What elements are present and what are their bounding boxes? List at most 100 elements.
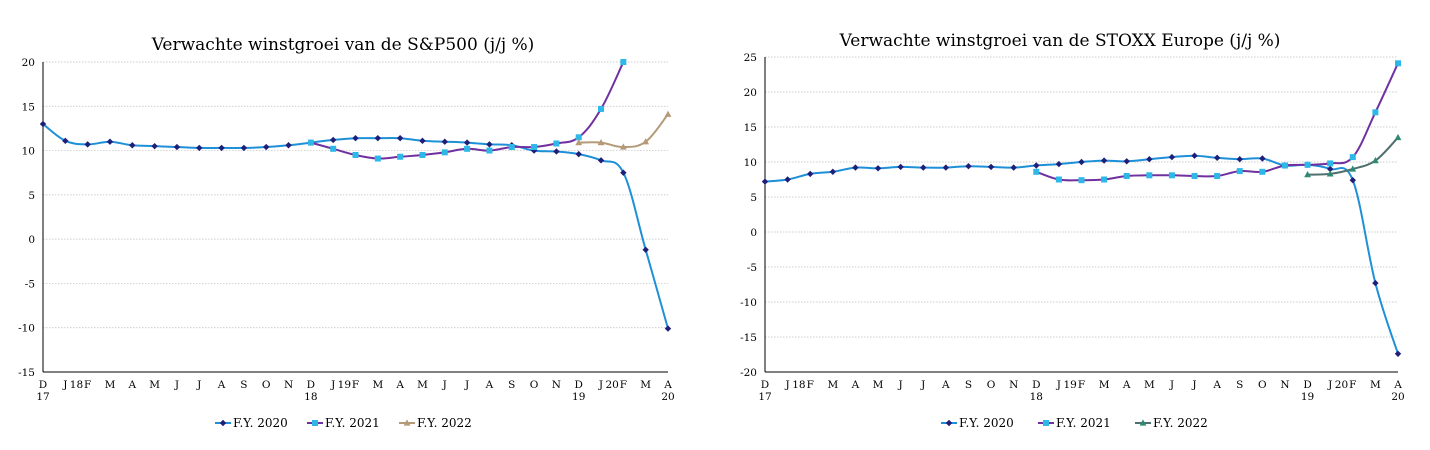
data-point bbox=[1168, 172, 1175, 179]
x-tick-label: D bbox=[575, 379, 583, 391]
data-point bbox=[1033, 162, 1040, 169]
data-point bbox=[285, 142, 292, 149]
data-point bbox=[1259, 155, 1266, 162]
legend-swatch-marker bbox=[403, 419, 411, 426]
x-tick-label: M bbox=[417, 379, 428, 391]
data-point bbox=[1394, 350, 1402, 357]
legend-item: F.Y. 2022 bbox=[399, 416, 472, 430]
legend-label: F.Y. 2020 bbox=[233, 416, 288, 430]
data-point bbox=[1349, 165, 1357, 172]
data-point bbox=[852, 164, 859, 171]
x-tick-label: S bbox=[1236, 379, 1243, 391]
data-point bbox=[106, 138, 114, 145]
data-point bbox=[1371, 157, 1379, 164]
data-point bbox=[1010, 164, 1017, 171]
y-tick-label: 10 bbox=[22, 146, 35, 158]
data-point bbox=[965, 163, 972, 170]
y-tick-label: -15 bbox=[18, 367, 35, 379]
x-tick-label: J bbox=[196, 379, 201, 391]
data-point bbox=[1101, 176, 1108, 183]
x-tick-label: F bbox=[807, 379, 814, 391]
legend-label: F.Y. 2022 bbox=[417, 416, 472, 430]
data-point bbox=[129, 142, 136, 149]
data-point bbox=[441, 138, 448, 145]
x-tick-label: N bbox=[1280, 379, 1289, 391]
x-tick-label: J bbox=[1191, 379, 1196, 391]
x-tick-label: J bbox=[330, 379, 335, 391]
data-point bbox=[307, 139, 314, 146]
x-tick-label: M bbox=[372, 379, 383, 391]
data-point bbox=[62, 137, 69, 145]
x-tick-label: J bbox=[598, 379, 603, 391]
data-point bbox=[598, 105, 605, 112]
data-point bbox=[196, 144, 203, 152]
x-tick-label: 18 bbox=[70, 379, 83, 391]
x-tick-label: D bbox=[39, 379, 47, 391]
data-point bbox=[664, 110, 672, 117]
data-point bbox=[575, 150, 582, 158]
legend-item: F.Y. 2021 bbox=[1038, 416, 1111, 430]
data-point bbox=[419, 137, 426, 145]
x-tick-label: D bbox=[1303, 379, 1311, 391]
x-tick-label: M bbox=[1144, 379, 1155, 391]
x-tick-label: A bbox=[1122, 379, 1131, 391]
x-tick-year-label: 17 bbox=[758, 391, 771, 403]
legend-item: F.Y. 2022 bbox=[1135, 416, 1208, 430]
data-point bbox=[1326, 165, 1334, 173]
x-tick-year-label: 19 bbox=[1301, 391, 1314, 403]
x-tick-year-label: 20 bbox=[1391, 391, 1404, 403]
x-tick-label: 18 bbox=[792, 379, 805, 391]
data-point bbox=[1304, 171, 1311, 178]
legend-item: F.Y. 2020 bbox=[215, 416, 288, 430]
data-point bbox=[575, 134, 582, 141]
data-point bbox=[329, 136, 337, 144]
data-point bbox=[1236, 168, 1243, 175]
legend-swatch-marker bbox=[312, 420, 318, 426]
x-tick-label: M bbox=[105, 379, 116, 391]
x-tick-label: A bbox=[941, 379, 950, 391]
data-point bbox=[1100, 157, 1108, 164]
data-point bbox=[1395, 60, 1401, 67]
x-tick-label: O bbox=[530, 379, 539, 391]
data-point bbox=[987, 163, 995, 171]
x-tick-label: O bbox=[987, 379, 996, 391]
x-tick-label: A bbox=[1393, 379, 1402, 391]
data-point bbox=[486, 147, 493, 154]
x-tick-label: M bbox=[640, 379, 651, 391]
data-point bbox=[1123, 173, 1130, 179]
x-tick-label: M bbox=[827, 379, 838, 391]
data-point bbox=[218, 144, 225, 152]
x-tick-label: J bbox=[174, 379, 179, 391]
x-tick-label: A bbox=[1212, 379, 1221, 391]
series-3 bbox=[1304, 133, 1402, 178]
data-point bbox=[807, 170, 814, 178]
x-tick-label: J bbox=[1327, 379, 1332, 391]
x-tick-label: N bbox=[284, 379, 293, 391]
x-tick-label: A bbox=[127, 379, 136, 391]
data-point bbox=[642, 246, 649, 253]
y-tick-label: 20 bbox=[22, 57, 35, 69]
data-point bbox=[761, 178, 769, 185]
series-line bbox=[1035, 62, 1399, 182]
data-point bbox=[1327, 160, 1334, 167]
data-point bbox=[1372, 279, 1379, 287]
x-tick-label: J bbox=[898, 379, 903, 391]
x-tick-label: J bbox=[784, 379, 789, 391]
data-point bbox=[352, 152, 359, 158]
data-point bbox=[620, 59, 627, 65]
legend-item: F.Y. 2020 bbox=[941, 416, 1014, 430]
data-point bbox=[942, 164, 950, 171]
sp500-chart: Verwachte winstgroei van de S&P500 (j/j … bbox=[0, 0, 715, 446]
data-point bbox=[874, 165, 882, 172]
y-tick-label: 15 bbox=[744, 122, 757, 134]
y-tick-label: 5 bbox=[750, 192, 757, 204]
y-tick-label: -10 bbox=[18, 323, 35, 335]
data-point bbox=[619, 143, 627, 150]
x-tick-year-label: 18 bbox=[1030, 391, 1043, 403]
y-tick-label: -20 bbox=[740, 367, 757, 379]
x-tick-label: A bbox=[217, 379, 226, 391]
series-line bbox=[764, 154, 1399, 355]
x-tick-label: O bbox=[1258, 379, 1267, 391]
x-tick-label: A bbox=[485, 379, 494, 391]
x-tick-label: F bbox=[1349, 379, 1356, 391]
